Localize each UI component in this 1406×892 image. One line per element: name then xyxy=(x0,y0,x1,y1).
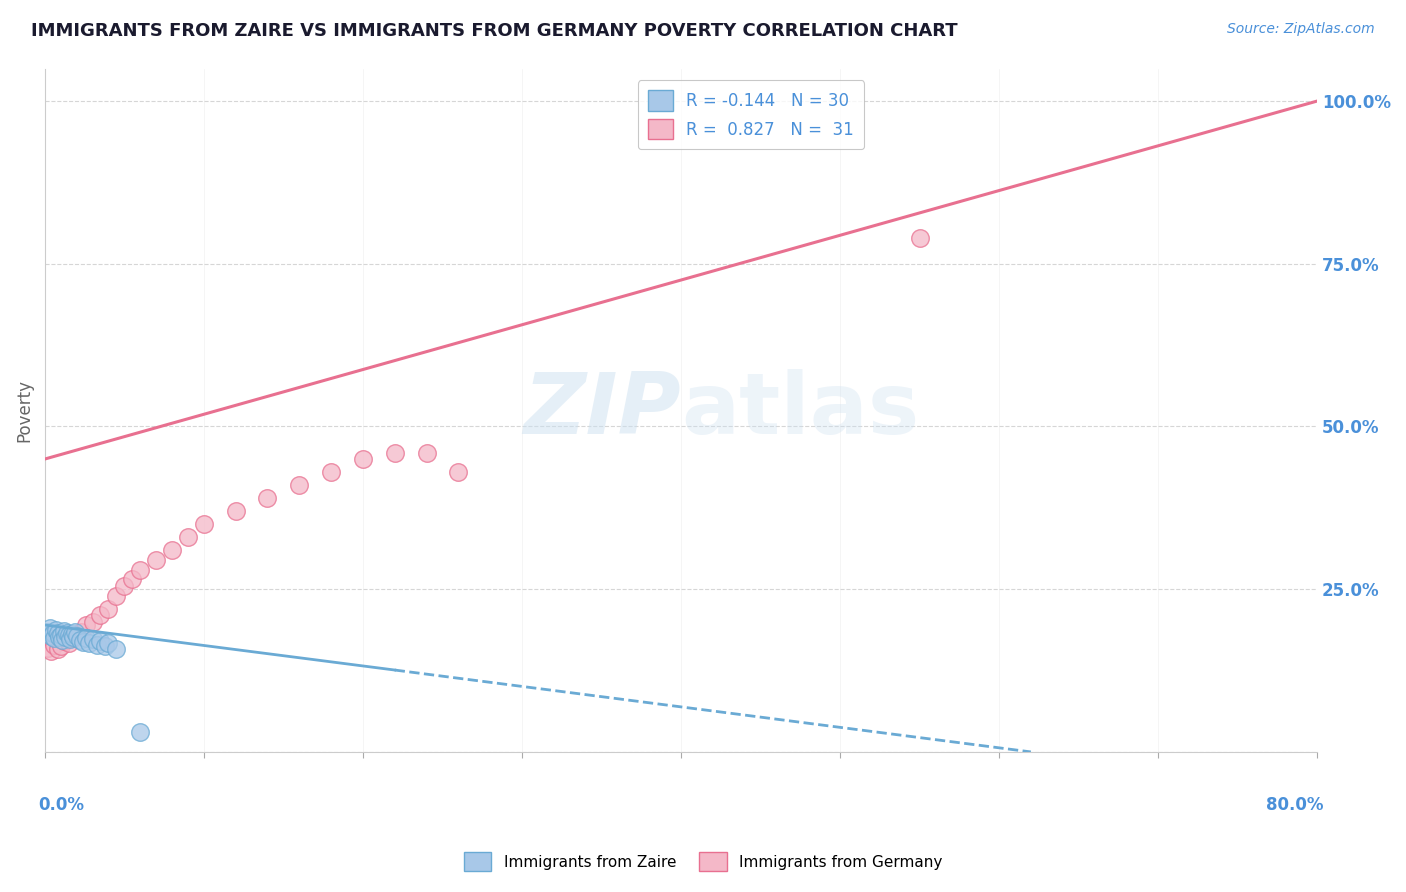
Point xyxy=(82,615,104,629)
Point xyxy=(75,618,97,632)
Text: IMMIGRANTS FROM ZAIRE VS IMMIGRANTS FROM GERMANY POVERTY CORRELATION CHART: IMMIGRANTS FROM ZAIRE VS IMMIGRANTS FROM… xyxy=(31,22,957,40)
Point xyxy=(908,231,931,245)
Y-axis label: Poverty: Poverty xyxy=(15,379,32,442)
Point xyxy=(49,628,72,642)
Point xyxy=(86,638,108,652)
Point xyxy=(112,579,135,593)
Text: atlas: atlas xyxy=(681,368,920,451)
Point xyxy=(49,639,72,653)
Point xyxy=(193,517,215,532)
Point xyxy=(52,624,75,638)
Point xyxy=(94,639,117,653)
Point xyxy=(447,465,470,479)
Point xyxy=(225,504,247,518)
Point xyxy=(58,628,80,642)
Point xyxy=(352,452,374,467)
Legend: R = -0.144   N = 30, R =  0.827   N =  31: R = -0.144 N = 30, R = 0.827 N = 31 xyxy=(638,80,865,149)
Point xyxy=(46,642,69,657)
Point xyxy=(48,631,70,645)
Text: ZIP: ZIP xyxy=(523,368,681,451)
Text: 0.0%: 0.0% xyxy=(38,797,84,814)
Point xyxy=(58,635,80,649)
Point xyxy=(62,631,84,645)
Point xyxy=(129,725,152,739)
Point xyxy=(65,629,87,643)
Point xyxy=(129,563,152,577)
Point xyxy=(177,530,200,544)
Point xyxy=(415,445,437,459)
Point xyxy=(62,631,84,645)
Point xyxy=(52,634,75,648)
Point xyxy=(60,627,83,641)
Point xyxy=(121,573,143,587)
Point xyxy=(51,632,73,647)
Point xyxy=(39,644,62,658)
Point xyxy=(59,632,82,646)
Point xyxy=(160,543,183,558)
Point xyxy=(42,626,65,640)
Point xyxy=(55,630,77,644)
Point xyxy=(44,638,66,652)
Point xyxy=(75,631,97,645)
Point xyxy=(46,625,69,640)
Point xyxy=(69,632,91,647)
Text: 80.0%: 80.0% xyxy=(1265,797,1323,814)
Point xyxy=(288,478,311,492)
Point xyxy=(89,634,111,648)
Point xyxy=(39,629,62,643)
Text: Source: ZipAtlas.com: Source: ZipAtlas.com xyxy=(1227,22,1375,37)
Point xyxy=(45,623,67,637)
Point xyxy=(38,621,60,635)
Point xyxy=(82,632,104,647)
Legend: Immigrants from Zaire, Immigrants from Germany: Immigrants from Zaire, Immigrants from G… xyxy=(458,847,948,877)
Point xyxy=(65,628,87,642)
Point xyxy=(145,553,167,567)
Point xyxy=(256,491,278,505)
Point xyxy=(105,642,128,657)
Point xyxy=(79,635,101,649)
Point xyxy=(44,631,66,645)
Point xyxy=(97,601,120,615)
Point xyxy=(72,635,94,649)
Point xyxy=(37,640,59,655)
Point xyxy=(89,608,111,623)
Point xyxy=(56,625,79,640)
Point xyxy=(105,589,128,603)
Point xyxy=(63,624,86,639)
Point xyxy=(70,624,93,639)
Point xyxy=(384,445,406,459)
Point xyxy=(97,636,120,650)
Point xyxy=(37,624,59,639)
Point xyxy=(319,465,342,479)
